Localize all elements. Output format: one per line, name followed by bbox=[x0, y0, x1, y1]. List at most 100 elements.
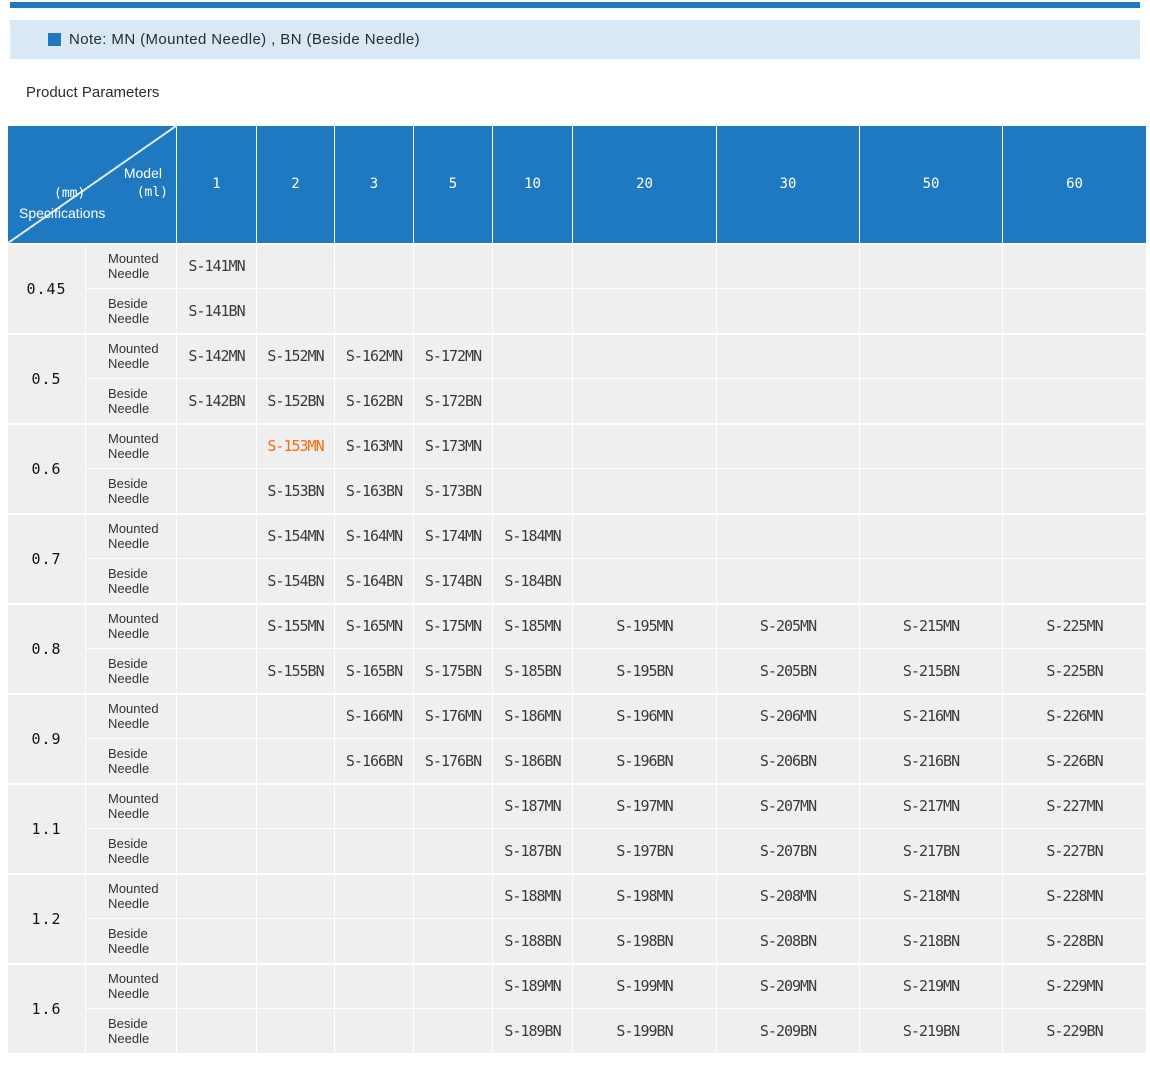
table-row: Beside NeedleS-166BNS-176BNS-186BNS-196B… bbox=[8, 739, 1147, 784]
model-code-cell bbox=[257, 1009, 335, 1054]
model-code-cell: S-142BN bbox=[177, 379, 257, 424]
model-code-cell bbox=[1003, 469, 1147, 514]
model-code-cell bbox=[414, 289, 493, 334]
model-code-cell: S-216BN bbox=[860, 739, 1003, 784]
model-code-cell: S-195MN bbox=[573, 604, 717, 649]
spec-cell: 0.8 bbox=[8, 604, 86, 694]
model-code-cell bbox=[860, 514, 1003, 559]
note-text: Note: MN (Mounted Needle) , BN (Beside N… bbox=[69, 31, 420, 48]
model-code-cell bbox=[717, 469, 860, 514]
model-code-cell: S-189BN bbox=[493, 1009, 573, 1054]
model-code-cell bbox=[335, 829, 414, 874]
column-header-30ml: 30 bbox=[717, 126, 860, 244]
table-row: Beside NeedleS-189BNS-199BNS-209BNS-219B… bbox=[8, 1009, 1147, 1054]
model-code-cell bbox=[177, 739, 257, 784]
column-header-20ml: 20 bbox=[573, 126, 717, 244]
table-body: 0.45Mounted NeedleS-141MNBeside NeedleS-… bbox=[8, 244, 1147, 1054]
model-code-cell: S-196MN bbox=[573, 694, 717, 739]
model-code-cell: S-187BN bbox=[493, 829, 573, 874]
model-code-cell: S-208MN bbox=[717, 874, 860, 919]
model-code-cell bbox=[335, 964, 414, 1009]
table-row: Beside NeedleS-155BNS-165BNS-175BNS-185B… bbox=[8, 649, 1147, 694]
spec-cell: 0.45 bbox=[8, 244, 86, 334]
model-code-cell bbox=[177, 964, 257, 1009]
model-code-cell bbox=[335, 919, 414, 964]
model-code-cell bbox=[860, 334, 1003, 379]
corner-model-label: Model bbox=[124, 166, 162, 180]
model-code-cell bbox=[860, 559, 1003, 604]
model-code-cell: S-175MN bbox=[414, 604, 493, 649]
model-code-cell: S-215BN bbox=[860, 649, 1003, 694]
model-code-cell: S-155BN bbox=[257, 649, 335, 694]
model-code-cell bbox=[493, 469, 573, 514]
model-code-cell: S-172MN bbox=[414, 334, 493, 379]
model-code-cell: S-175BN bbox=[414, 649, 493, 694]
table-row: 0.9Mounted NeedleS-166MNS-176MNS-186MNS-… bbox=[8, 694, 1147, 739]
model-code-cell bbox=[177, 1009, 257, 1054]
model-code-cell bbox=[717, 379, 860, 424]
table-row: 0.6Mounted NeedleS-153MNS-163MNS-173MN bbox=[8, 424, 1147, 469]
model-code-cell bbox=[414, 784, 493, 829]
table-row: Beside NeedleS-142BNS-152BNS-162BNS-172B… bbox=[8, 379, 1147, 424]
model-code-cell bbox=[414, 1009, 493, 1054]
model-code-cell bbox=[414, 874, 493, 919]
spec-cell: 1.6 bbox=[8, 964, 86, 1054]
model-code-cell: S-186MN bbox=[493, 694, 573, 739]
model-code-cell bbox=[257, 874, 335, 919]
corner-spec-unit: (mm) bbox=[54, 187, 85, 200]
model-code-cell: S-185MN bbox=[493, 604, 573, 649]
model-code-cell bbox=[177, 514, 257, 559]
model-code-cell bbox=[1003, 514, 1147, 559]
spec-cell: 1.2 bbox=[8, 874, 86, 964]
model-code-cell: S-207MN bbox=[717, 784, 860, 829]
model-code-cell: S-197BN bbox=[573, 829, 717, 874]
model-code-cell bbox=[177, 649, 257, 694]
model-code-cell: S-187MN bbox=[493, 784, 573, 829]
model-code-cell: S-153MN bbox=[257, 424, 335, 469]
model-code-cell: S-173BN bbox=[414, 469, 493, 514]
model-code-cell: S-176MN bbox=[414, 694, 493, 739]
model-code-cell: S-141BN bbox=[177, 289, 257, 334]
model-code-cell bbox=[573, 559, 717, 604]
model-code-cell: S-176BN bbox=[414, 739, 493, 784]
needle-type-cell: Mounted Needle bbox=[86, 874, 177, 919]
model-code-cell: S-154MN bbox=[257, 514, 335, 559]
spec-cell: 0.6 bbox=[8, 424, 86, 514]
needle-type-cell: Beside Needle bbox=[86, 919, 177, 964]
needle-type-cell: Mounted Needle bbox=[86, 964, 177, 1009]
model-code-cell bbox=[573, 514, 717, 559]
model-code-cell: S-199BN bbox=[573, 1009, 717, 1054]
model-code-cell: S-152MN bbox=[257, 334, 335, 379]
model-code-cell bbox=[860, 289, 1003, 334]
model-code-cell bbox=[573, 424, 717, 469]
needle-type-cell: Mounted Needle bbox=[86, 784, 177, 829]
model-code-cell bbox=[257, 244, 335, 289]
model-code-cell: S-217BN bbox=[860, 829, 1003, 874]
model-code-cell: S-217MN bbox=[860, 784, 1003, 829]
model-code-cell: S-166BN bbox=[335, 739, 414, 784]
table-row: 1.1Mounted NeedleS-187MNS-197MNS-207MNS-… bbox=[8, 784, 1147, 829]
model-code-cell bbox=[177, 424, 257, 469]
needle-type-cell: Beside Needle bbox=[86, 739, 177, 784]
table-row: Beside NeedleS-188BNS-198BNS-208BNS-218B… bbox=[8, 919, 1147, 964]
model-code-cell bbox=[573, 469, 717, 514]
table-corner-header: Model (ml) (mm) Specifications bbox=[8, 126, 177, 244]
model-code-cell: S-206BN bbox=[717, 739, 860, 784]
product-parameters-table: Model (ml) (mm) Specifications 123510203… bbox=[7, 125, 1147, 1054]
model-code-cell bbox=[717, 244, 860, 289]
model-code-cell: S-216MN bbox=[860, 694, 1003, 739]
model-code-cell bbox=[1003, 424, 1147, 469]
model-code-cell bbox=[177, 874, 257, 919]
model-code-cell bbox=[717, 334, 860, 379]
model-code-cell bbox=[335, 784, 414, 829]
model-code-cell: S-209MN bbox=[717, 964, 860, 1009]
model-code-cell: S-189MN bbox=[493, 964, 573, 1009]
model-code-cell: S-215MN bbox=[860, 604, 1003, 649]
model-code-cell: S-165BN bbox=[335, 649, 414, 694]
model-code-cell: S-162MN bbox=[335, 334, 414, 379]
model-code-cell bbox=[414, 964, 493, 1009]
table-row: 0.5Mounted NeedleS-142MNS-152MNS-162MNS-… bbox=[8, 334, 1147, 379]
needle-type-cell: Mounted Needle bbox=[86, 424, 177, 469]
note-band: Note: MN (Mounted Needle) , BN (Beside N… bbox=[10, 20, 1140, 59]
needle-type-cell: Beside Needle bbox=[86, 379, 177, 424]
